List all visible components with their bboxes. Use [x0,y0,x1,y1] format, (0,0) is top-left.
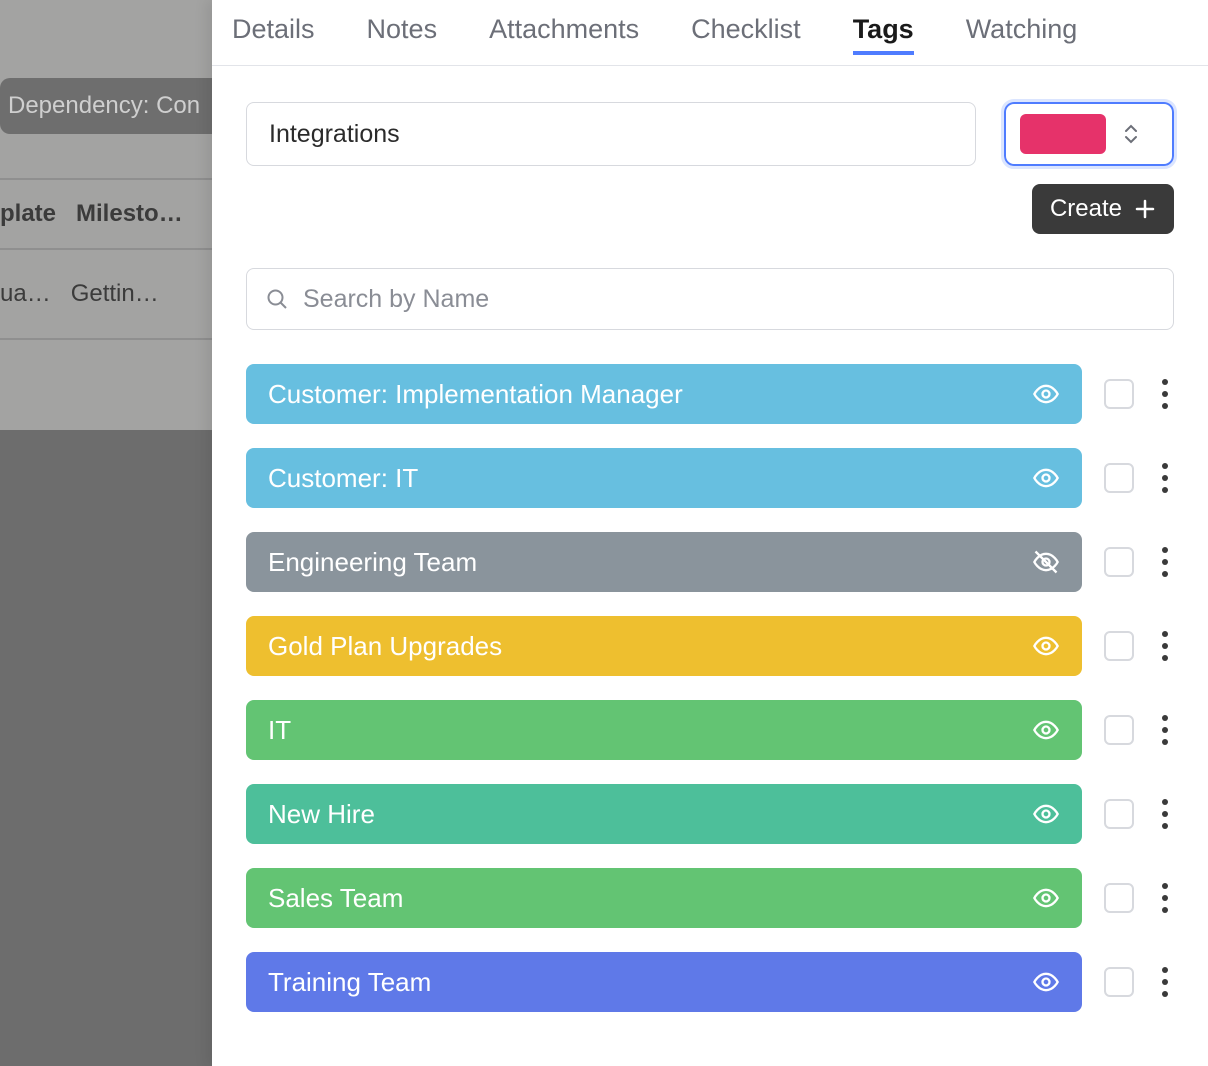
create-tag-row: Create [246,102,1174,234]
eye-icon[interactable] [1032,800,1060,828]
tab-checklist[interactable]: Checklist [691,14,801,51]
tag-label: Customer: IT [268,463,418,494]
stepper-icon [1124,124,1138,144]
panel-content: Create Customer: Implementation Manager … [212,66,1208,1012]
kebab-icon[interactable] [1156,379,1174,409]
tag-label: Sales Team [268,883,403,914]
tag-row: Engineering Team [246,532,1174,592]
kebab-icon[interactable] [1156,715,1174,745]
bg-data-cell: Gettin… [71,280,159,308]
kebab-icon[interactable] [1156,547,1174,577]
tab-details[interactable]: Details [232,14,315,51]
tag-checkbox[interactable] [1104,631,1134,661]
tag-row: Sales Team [246,868,1174,928]
tag-row: IT [246,700,1174,760]
kebab-icon[interactable] [1156,799,1174,829]
create-right-column: Create [1004,102,1174,234]
tag-color-picker[interactable] [1004,102,1174,166]
tag-chip[interactable]: Customer: IT [246,448,1082,508]
tag-name-input[interactable] [246,102,976,166]
tag-row: Training Team [246,952,1174,1012]
plus-icon [1134,198,1156,220]
eye-icon[interactable] [1032,968,1060,996]
tab-notes[interactable]: Notes [367,14,438,51]
kebab-icon[interactable] [1156,463,1174,493]
eye-icon[interactable] [1032,632,1060,660]
tags-list: Customer: Implementation Manager Custome… [246,364,1174,1012]
kebab-icon[interactable] [1156,883,1174,913]
eye-off-icon[interactable] [1032,548,1060,576]
background-data-row: ua… Gettin… [0,250,212,340]
tag-chip[interactable]: Sales Team [246,868,1082,928]
create-button[interactable]: Create [1032,184,1174,234]
tag-checkbox[interactable] [1104,547,1134,577]
tag-chip[interactable]: Customer: Implementation Manager [246,364,1082,424]
tag-checkbox[interactable] [1104,883,1134,913]
tag-checkbox[interactable] [1104,379,1134,409]
tab-tags[interactable]: Tags [853,14,914,55]
create-button-label: Create [1050,195,1122,223]
tab-bar: Details Notes Attachments Checklist Tags Watc… [212,0,1208,66]
tag-checkbox[interactable] [1104,715,1134,745]
tag-chip[interactable]: Training Team [246,952,1082,1012]
tag-label: Gold Plan Upgrades [268,631,502,662]
tag-checkbox[interactable] [1104,799,1134,829]
bg-header-cell: plate [0,200,56,228]
tag-label: Customer: Implementation Manager [268,379,683,410]
background-dimmed: Dependency: Con plate Milesto… ua… Getti… [0,0,212,1066]
tag-label: New Hire [268,799,375,830]
eye-icon[interactable] [1032,464,1060,492]
color-swatch [1020,114,1106,154]
bg-header-cell: Milesto… [76,200,183,228]
tag-checkbox[interactable] [1104,463,1134,493]
dependency-pill: Dependency: Con [0,78,212,134]
tag-chip[interactable]: Engineering Team [246,532,1082,592]
tag-label: Training Team [268,967,431,998]
tag-label: IT [268,715,291,746]
tag-row: Gold Plan Upgrades [246,616,1174,676]
kebab-icon[interactable] [1156,967,1174,997]
search-input[interactable] [303,285,1155,314]
tag-row: Customer: IT [246,448,1174,508]
tag-checkbox[interactable] [1104,967,1134,997]
eye-icon[interactable] [1032,716,1060,744]
tag-row: Customer: Implementation Manager [246,364,1174,424]
tag-chip[interactable]: New Hire [246,784,1082,844]
tab-attachments[interactable]: Attachments [489,14,639,51]
tag-chip[interactable]: IT [246,700,1082,760]
tag-row: New Hire [246,784,1174,844]
tags-panel: Details Notes Attachments Checklist Tags Watc… [212,0,1208,1066]
background-header-row: plate Milesto… [0,178,212,250]
search-field[interactable] [246,268,1174,330]
kebab-icon[interactable] [1156,631,1174,661]
eye-icon[interactable] [1032,884,1060,912]
tag-label: Engineering Team [268,547,477,578]
tab-watching[interactable]: Watching [966,14,1078,51]
tag-chip[interactable]: Gold Plan Upgrades [246,616,1082,676]
bg-data-cell: ua… [0,280,51,308]
search-icon [265,287,289,311]
eye-icon[interactable] [1032,380,1060,408]
